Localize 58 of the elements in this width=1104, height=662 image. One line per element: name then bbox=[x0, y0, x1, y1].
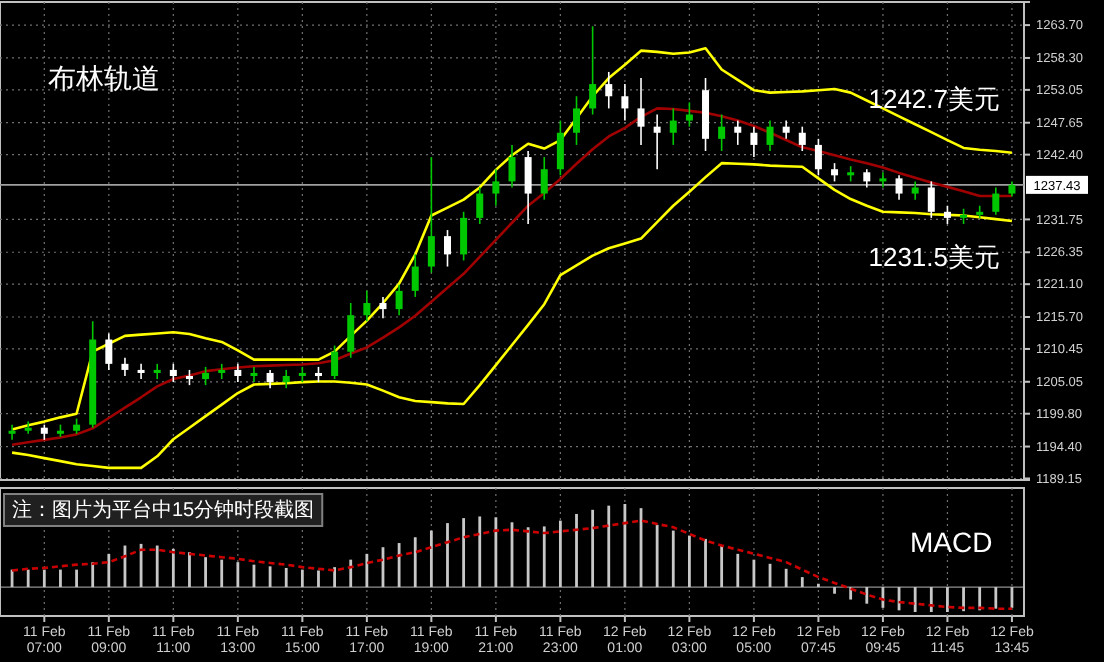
annotation: 1231.5美元 bbox=[868, 242, 1000, 272]
candlestick bbox=[411, 253, 419, 298]
candlestick bbox=[24, 420, 32, 435]
candlestick bbox=[895, 174, 903, 201]
candlestick bbox=[202, 366, 210, 386]
candlestick bbox=[589, 25, 597, 116]
candlestick bbox=[637, 77, 645, 146]
candlestick bbox=[556, 119, 564, 177]
candlestick bbox=[363, 290, 371, 323]
candlestick bbox=[347, 302, 355, 359]
candlestick bbox=[379, 296, 387, 320]
candlestick bbox=[653, 113, 661, 171]
candlestick bbox=[476, 186, 484, 225]
candlestick bbox=[766, 119, 774, 152]
candlestick bbox=[508, 144, 516, 189]
candlestick bbox=[814, 138, 822, 177]
candlestick bbox=[105, 332, 113, 371]
annotation: 1242.7美元 bbox=[868, 84, 1000, 114]
candlestick bbox=[460, 211, 468, 262]
candlestick bbox=[750, 125, 758, 158]
candlestick bbox=[927, 180, 935, 219]
candlestick bbox=[734, 119, 742, 146]
candlestick bbox=[879, 171, 887, 189]
candlestick bbox=[573, 95, 581, 146]
text: 布林轨道 bbox=[48, 62, 160, 94]
candlestick bbox=[492, 168, 500, 207]
candlestick bbox=[234, 363, 242, 383]
candlestick bbox=[218, 363, 226, 380]
candlestick bbox=[669, 107, 677, 146]
line-series bbox=[10, 46, 1014, 431]
candlestick bbox=[524, 150, 532, 225]
candlestick bbox=[266, 369, 274, 389]
candlestick bbox=[395, 283, 403, 316]
candlestick bbox=[798, 125, 806, 152]
candlestick bbox=[831, 162, 839, 183]
candlestick bbox=[621, 83, 629, 122]
candlestick bbox=[121, 356, 129, 377]
line-series bbox=[10, 161, 1014, 470]
candlestick bbox=[169, 363, 177, 383]
candlestick bbox=[992, 186, 1000, 216]
candlestick bbox=[911, 180, 919, 201]
candlestick bbox=[250, 366, 258, 383]
candlestick bbox=[8, 423, 16, 441]
candlestick bbox=[943, 204, 951, 225]
candlestick bbox=[443, 229, 451, 268]
text: MACD bbox=[910, 526, 993, 558]
candlestick bbox=[137, 363, 145, 380]
candlestick bbox=[331, 344, 339, 380]
candlestick bbox=[427, 156, 435, 274]
candlestick bbox=[718, 113, 726, 152]
candlestick bbox=[282, 369, 290, 389]
annotation: 注：图片为平台中15分钟时段截图 bbox=[12, 498, 315, 522]
candlestick bbox=[863, 168, 871, 189]
candlestick bbox=[685, 101, 693, 128]
candlestick bbox=[540, 156, 548, 201]
candlestick bbox=[782, 119, 790, 140]
candlestick bbox=[605, 71, 613, 110]
candlestick bbox=[153, 363, 161, 380]
